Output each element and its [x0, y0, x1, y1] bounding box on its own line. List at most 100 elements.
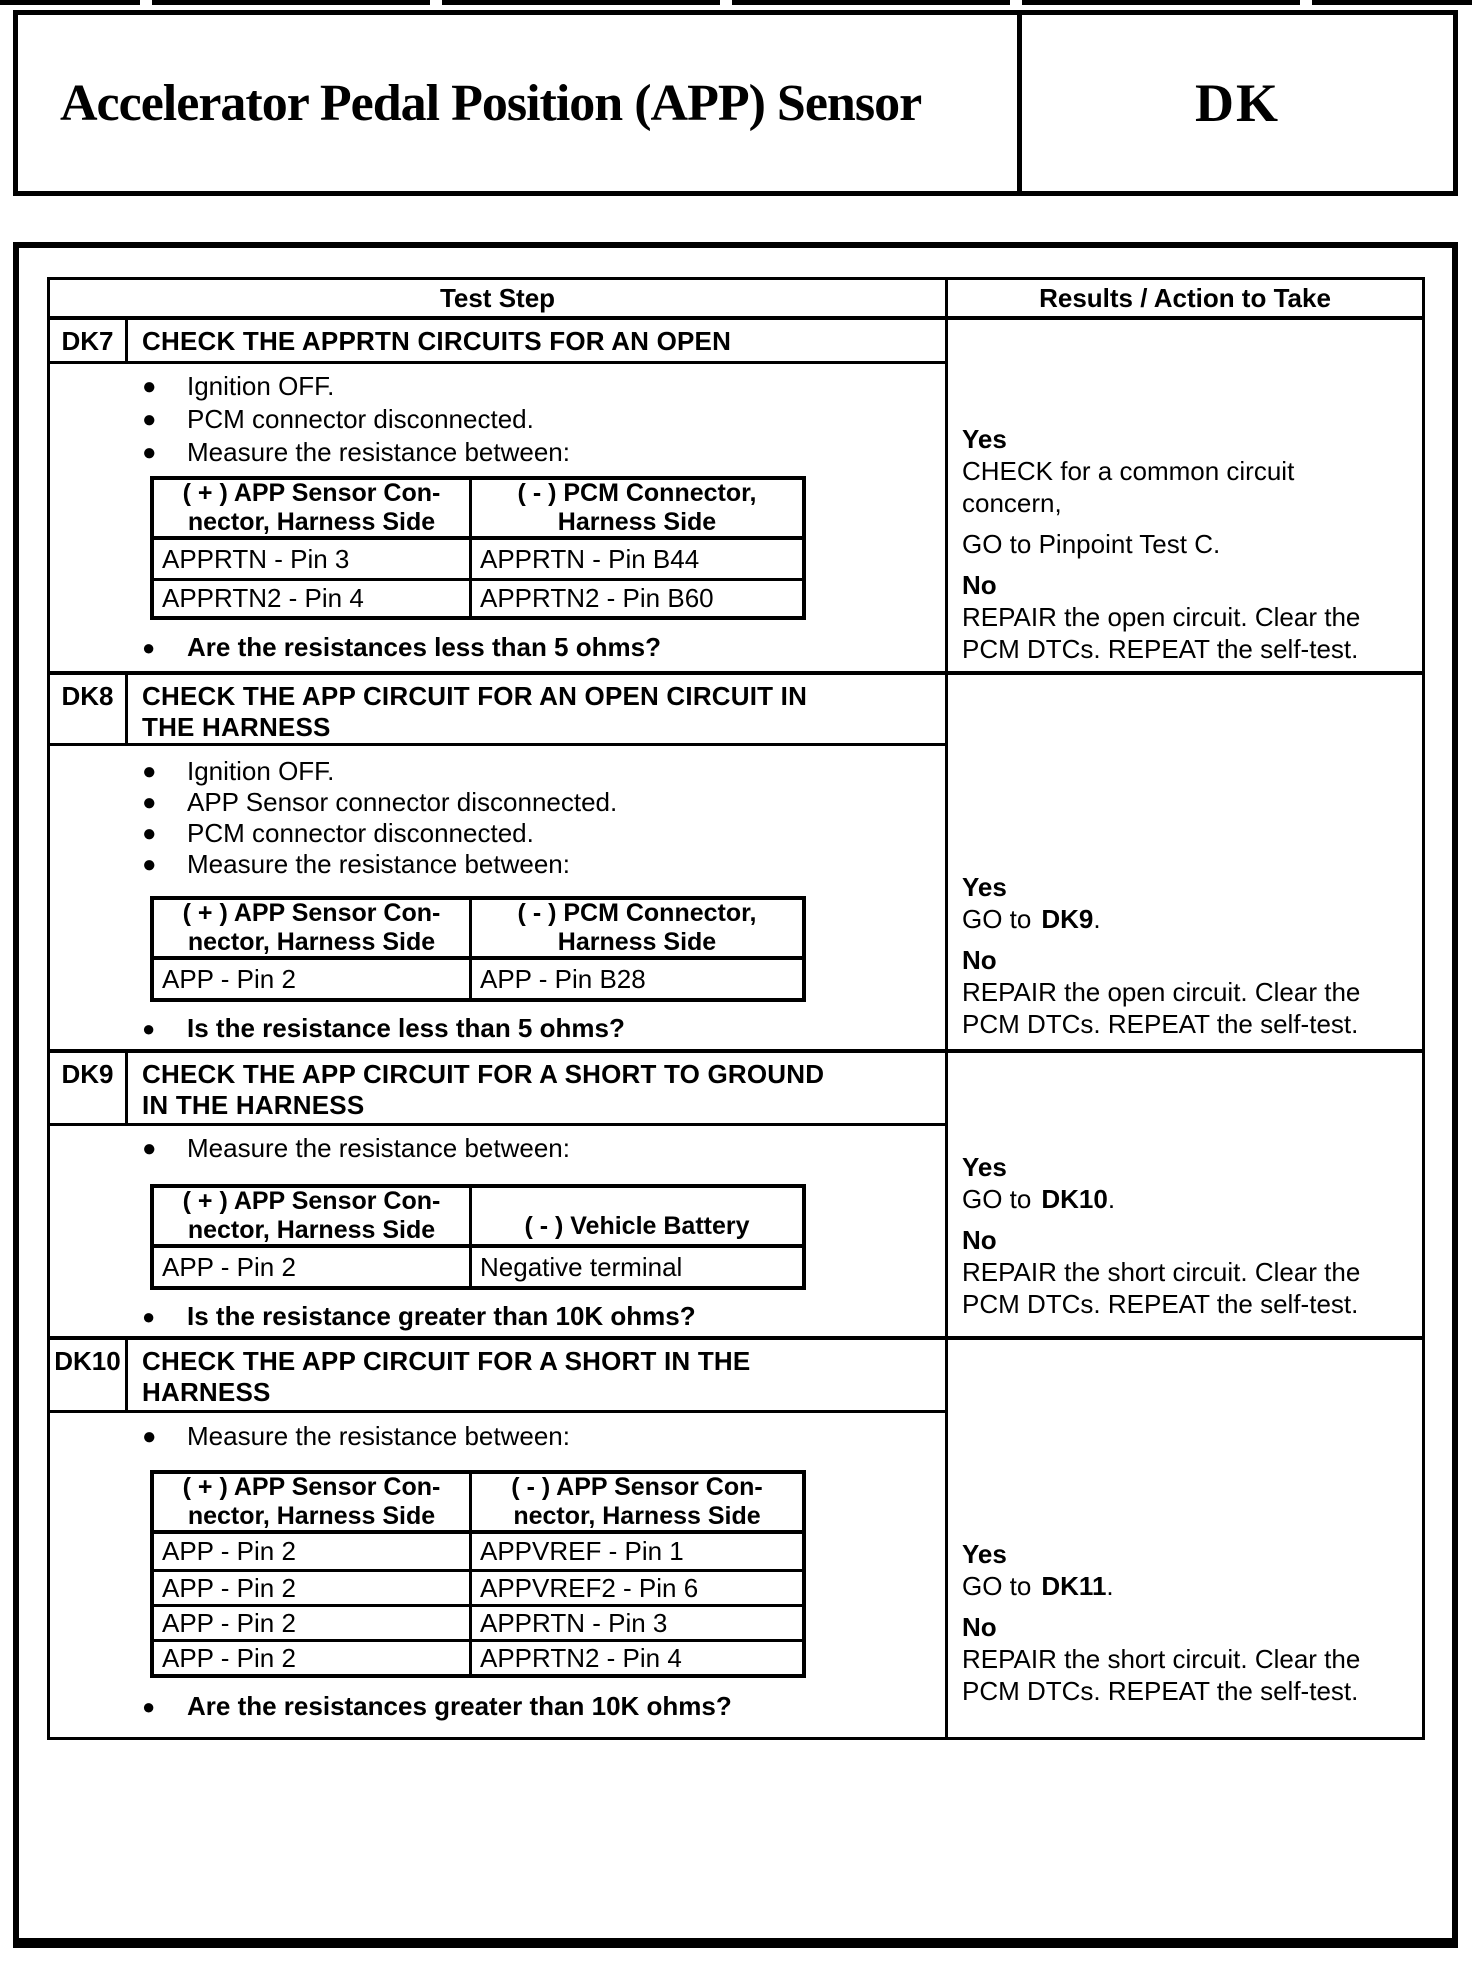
measurement-table-cell: APP - Pin 2	[154, 1642, 472, 1674]
measurement-table-row: APP - Pin 2 APP - Pin B28	[154, 960, 802, 998]
step-question: Are the resistances less than 5 ohms?	[187, 632, 661, 662]
measurement-table-header-row: ( + ) APP Sensor Con-nector, Harness Sid…	[154, 1473, 802, 1534]
measurement-table: ( + ) APP Sensor Con-nector, Harness Sid…	[150, 1184, 806, 1290]
instruction-list: ● Ignition OFF. ● APP Sensor connector disc…	[50, 756, 945, 880]
bullet-dot: ●	[142, 635, 156, 660]
result-answer-label: Yes	[962, 1152, 1007, 1182]
measurement-table-cell: APPRTN2 - Pin B60	[480, 583, 714, 613]
bullet-dot: ●	[142, 439, 157, 466]
step-body: ● Measure the resistance between: ( + ) A…	[50, 1413, 945, 1737]
measurement-table-row: APPRTN2 - Pin 4 APPRTN2 - Pin B60	[154, 578, 802, 616]
result-action-text: CHECK for a common circuit concern,	[962, 456, 1295, 518]
result-action-text: REPAIR the open circuit. Clear the PCM DT…	[962, 977, 1361, 1039]
measurement-table-header-cell: ( - ) Vehicle Battery	[524, 1212, 750, 1240]
instruction-bullet: ● Measure the resistance between:	[50, 849, 945, 880]
measurement-table-cell: APP - Pin 2	[154, 1534, 472, 1569]
table-header-row: Test Step Results / Action to Take	[50, 280, 1422, 320]
measurement-table: ( + ) APP Sensor Con-nector, Harness Sid…	[150, 476, 806, 620]
measurement-table-header-cell: ( + ) APP Sensor Con-nector, Harness Sid…	[154, 1187, 472, 1244]
measurement-table-cell: Negative terminal	[480, 1251, 683, 1282]
step-title: CHECK THE APP CIRCUIT FOR A SHORT IN THE…	[142, 1346, 751, 1407]
measurement-table-cell: APP - Pin 2	[154, 1572, 472, 1604]
page-title: Accelerator Pedal Position (APP) Sensor	[60, 74, 922, 132]
bullet-dot: ●	[142, 406, 157, 433]
measurement-table-header-cell: ( - ) APP Sensor Con-nector, Harness Sid…	[511, 1473, 763, 1530]
instruction-bullet: ● Ignition OFF.	[50, 756, 945, 787]
step-question-row: ● Is the resistance less than 5 ohms?	[50, 1012, 945, 1045]
step-title: CHECK THE APPRTN CIRCUITS FOR AN OPEN	[142, 326, 732, 356]
measurement-table-cell: APPRTN - Pin 3	[480, 1607, 668, 1638]
step-body: ● Measure the resistance between: ( + ) A…	[50, 1126, 945, 1336]
step-question: Is the resistance greater than 10K ohms?	[187, 1301, 696, 1331]
step-title-row: DK9 CHECK THE APP CIRCUIT FOR A SHORT TO…	[50, 1053, 945, 1126]
instruction-bullet: ● Ignition OFF.	[50, 370, 945, 403]
measurement-table-row: APP - Pin 2 APPVREF2 - Pin 6	[154, 1569, 802, 1604]
column-header-results: Results / Action to Take	[1039, 282, 1331, 313]
bullet-dot: ●	[142, 1135, 157, 1162]
page-header: Accelerator Pedal Position (APP) Sensor …	[13, 10, 1458, 196]
result-goto-line: GO to DK11.	[962, 1571, 1114, 1601]
test-sections-container: DK7 CHECK THE APPRTN CIRCUITS FOR AN OPE…	[50, 320, 1422, 1737]
result-answer-label: No	[962, 1225, 997, 1255]
result-answer-label: Yes	[962, 424, 1007, 454]
goto-target: DK11	[1041, 1571, 1107, 1601]
instruction-list: ● Measure the resistance between:	[50, 1132, 945, 1165]
measurement-table-cell: APPRTN - Pin B44	[480, 543, 700, 574]
measurement-table-cell: APPRTN2 - Pin 4	[154, 581, 472, 616]
measurement-table-header-row: ( + ) APP Sensor Con-nector, Harness Sid…	[154, 899, 802, 960]
bullet-dot: ●	[142, 1694, 156, 1719]
measurement-table-header-cell: ( + ) APP Sensor Con-nector, Harness Sid…	[154, 899, 472, 956]
result-answer-label: Yes	[962, 1539, 1007, 1569]
results-cell: Yes GO to DK11. No REPAIR the short circuit.…	[948, 1340, 1422, 1737]
step-title: CHECK THE APP CIRCUIT FOR A SHORT TO GRO…	[142, 1059, 825, 1120]
measurement-table-cell: APP - Pin 2	[154, 960, 472, 998]
pinpoint-test-table: Test Step Results / Action to Take DK7 C…	[47, 277, 1425, 1740]
instruction-text: Ignition OFF.	[187, 756, 335, 786]
result-goto-line: GO to DK9.	[962, 904, 1101, 934]
instruction-text: Measure the resistance between:	[187, 437, 570, 467]
step-question-row: ● Are the resistances greater than 10K o…	[50, 1690, 945, 1723]
measurement-table-row: APP - Pin 2 APPRTN2 - Pin 4	[154, 1639, 802, 1674]
measurement-table-row: APPRTN - Pin 3 APPRTN - Pin B44	[154, 540, 802, 578]
measurement-table-header-row: ( + ) APP Sensor Con-nector, Harness Sid…	[154, 1187, 802, 1248]
result-action-text: REPAIR the short circuit. Clear the PCM D…	[962, 1644, 1361, 1706]
test-step-cell: DK10 CHECK THE APP CIRCUIT FOR A SHORT I…	[50, 1340, 948, 1737]
measurement-table-header-cell: ( + ) APP Sensor Con-nector, Harness Sid…	[154, 479, 472, 536]
instruction-bullet: ● APP Sensor connector disconnected.	[50, 787, 945, 818]
measurement-table-row: APP - Pin 2 Negative terminal	[154, 1248, 802, 1286]
measurement-table-cell: APPRTN - Pin 3	[154, 540, 472, 578]
result-action-text: GO to Pinpoint Test C.	[962, 529, 1221, 559]
instruction-bullet: ● PCM connector disconnected.	[50, 403, 945, 436]
instruction-bullet: ● Measure the resistance between:	[50, 436, 945, 469]
step-title: CHECK THE APP CIRCUIT FOR AN OPEN CIRCUI…	[142, 681, 808, 742]
results-cell: Yes GO to DK9. No REPAIR the open circuit. C…	[948, 675, 1422, 1049]
measurement-table-cell: APP - Pin B28	[480, 963, 646, 994]
test-step-cell: DK7 CHECK THE APPRTN CIRCUITS FOR AN OPE…	[50, 320, 948, 671]
measurement-table-header-row: ( + ) APP Sensor Con-nector, Harness Sid…	[154, 479, 802, 540]
result-action-text: REPAIR the short circuit. Clear the PCM D…	[962, 1257, 1361, 1319]
measurement-table-row: APP - Pin 2 APPVREF - Pin 1	[154, 1534, 802, 1569]
step-id: DK7	[50, 320, 128, 361]
results-cell: Yes GO to DK10. No REPAIR the short circuit.…	[948, 1053, 1422, 1336]
test-section: DK8 CHECK THE APP CIRCUIT FOR AN OPEN CI…	[50, 675, 1422, 1053]
measurement-table: ( + ) APP Sensor Con-nector, Harness Sid…	[150, 896, 806, 1002]
instruction-text: Ignition OFF.	[187, 371, 335, 401]
measurement-table-cell: APP - Pin 2	[154, 1248, 472, 1286]
instruction-bullet: ● PCM connector disconnected.	[50, 818, 945, 849]
test-step-cell: DK9 CHECK THE APP CIRCUIT FOR A SHORT TO…	[50, 1053, 948, 1336]
column-header-test-step: Test Step	[50, 280, 948, 316]
scan-artifact-top-edge	[0, 0, 1472, 5]
measurement-table-cell: APPRTN2 - Pin 4	[480, 1642, 682, 1673]
step-title-row: DK10 CHECK THE APP CIRCUIT FOR A SHORT I…	[50, 1340, 945, 1413]
bullet-dot: ●	[142, 1304, 156, 1329]
page-header-title-cell: Accelerator Pedal Position (APP) Sensor	[18, 15, 1022, 191]
page-header-code-cell: DK	[1022, 15, 1453, 191]
measurement-table-header-cell: ( + ) APP Sensor Con-nector, Harness Sid…	[154, 1473, 472, 1530]
step-title-row: DK8 CHECK THE APP CIRCUIT FOR AN OPEN CI…	[50, 675, 945, 746]
bullet-dot: ●	[142, 789, 157, 816]
step-body: ● Ignition OFF. ● PCM connector disconnecte…	[50, 364, 945, 671]
bullet-dot: ●	[142, 1423, 157, 1450]
step-question: Are the resistances greater than 10K ohm…	[187, 1691, 732, 1721]
measurement-table: ( + ) APP Sensor Con-nector, Harness Sid…	[150, 1470, 806, 1678]
